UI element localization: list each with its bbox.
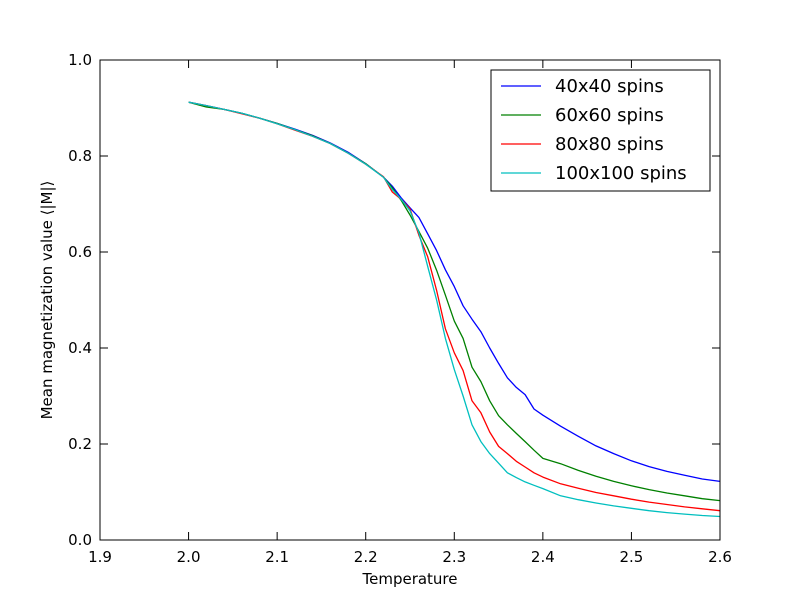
y-tick-label: 0.8 (68, 147, 92, 165)
plot-frame (99, 59, 721, 541)
x-tick-label: 2.0 (177, 548, 201, 566)
y-tick-label: 0.0 (68, 531, 92, 549)
y-tick-label: 0.4 (68, 339, 92, 357)
legend-label-3: 100x100 spins (555, 163, 687, 184)
y-axis-label: Mean magnetization value ⟨|M|⟩ (38, 181, 56, 420)
x-axis-label: Temperature (361, 570, 457, 588)
series-line-3 (188, 101, 721, 518)
legend: 40x40 spins 60x60 spins 80x80 spins 100x100… (490, 69, 711, 192)
legend-box (490, 69, 711, 192)
x-tick-label: 2.5 (619, 548, 643, 566)
x-tick-label: 2.3 (442, 548, 466, 566)
y-axis-ticks: 0.0 0.2 0.4 0.6 0.8 1.0 (68, 51, 720, 549)
y-tick-label: 0.6 (68, 243, 92, 261)
x-tick-label: 2.6 (708, 548, 732, 566)
legend-label-0: 40x40 spins (555, 76, 664, 97)
legend-label-1: 60x60 spins (555, 105, 664, 126)
x-tick-label: 2.2 (354, 548, 378, 566)
x-tick-label: 2.4 (531, 548, 555, 566)
x-tick-label: 2.1 (265, 548, 289, 566)
y-tick-label: 1.0 (68, 51, 92, 69)
x-axis-ticks: 1.9 2.0 2.1 2.2 2.3 2.4 2.5 2.6 (88, 60, 732, 566)
y-tick-label: 0.2 (68, 435, 92, 453)
legend-label-2: 80x80 spins (555, 134, 664, 155)
x-tick-label: 1.9 (88, 548, 112, 566)
plot-lines (188, 101, 721, 518)
